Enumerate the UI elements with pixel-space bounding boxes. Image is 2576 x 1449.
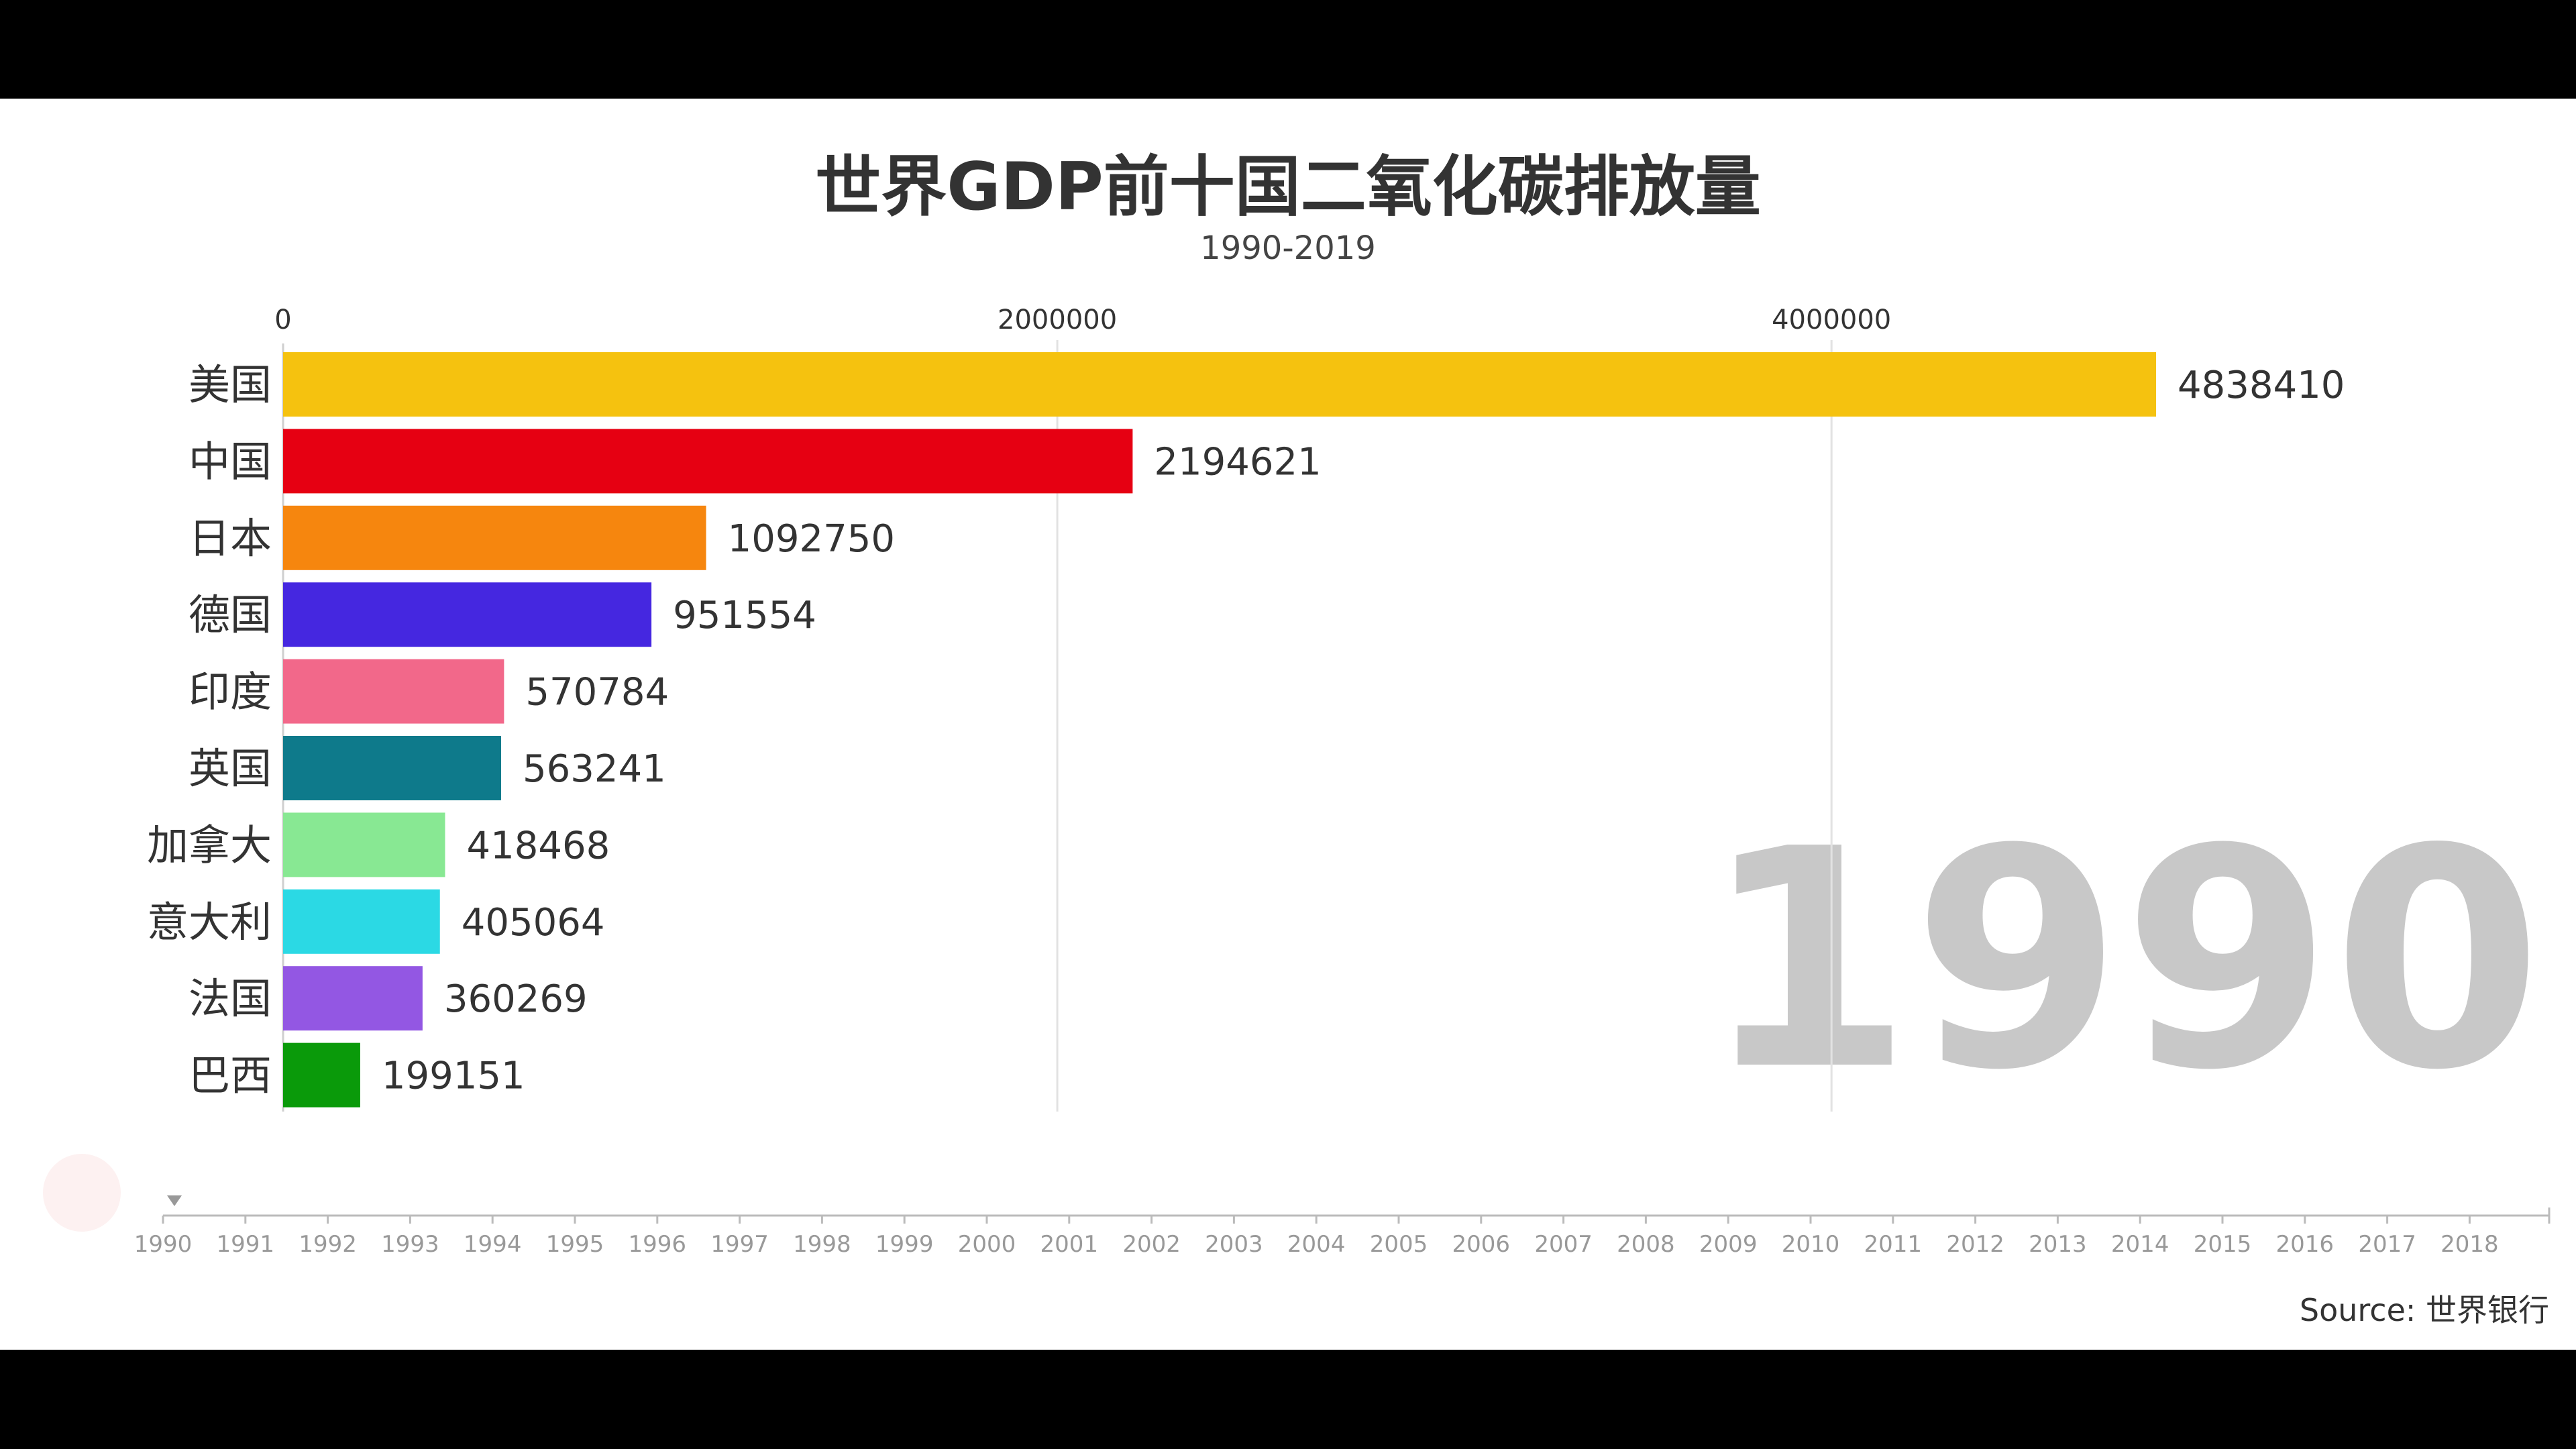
value-label: 2194621 [1154, 440, 1321, 484]
timeline-year-label[interactable]: 1996 [629, 1231, 687, 1258]
value-label: 570784 [525, 671, 669, 714]
timeline-pointer-icon[interactable] [167, 1195, 182, 1206]
value-label: 405064 [462, 901, 605, 945]
chart-frame: 世界GDP前十国二氧化碳排放量 1990-2019 1990 0 2000000 40… [0, 99, 2576, 1350]
category-label: 意大利 [147, 898, 272, 947]
timeline-year-label[interactable]: 2008 [1617, 1231, 1675, 1258]
bar [283, 505, 706, 570]
timeline-year-label[interactable]: 2005 [1370, 1231, 1428, 1258]
value-label: 199151 [382, 1055, 525, 1098]
timeline-year-label[interactable]: 1999 [875, 1231, 934, 1258]
value-label: 563241 [523, 747, 666, 791]
timeline-year-label[interactable]: 2001 [1040, 1231, 1099, 1258]
timeline-year-label[interactable]: 2018 [2440, 1231, 2499, 1258]
timeline-year-label[interactable]: 2014 [2111, 1231, 2169, 1258]
bar [283, 659, 504, 724]
category-label: 中国 [189, 437, 272, 486]
x-tick-label: 2000000 [998, 305, 1117, 335]
category-label: 美国 [189, 360, 272, 409]
timeline-year-label[interactable]: 1992 [299, 1231, 357, 1258]
bar [283, 429, 1133, 494]
source-label: Source: 世界银行 [2299, 1292, 2549, 1328]
timeline-year-label[interactable]: 2006 [1452, 1231, 1511, 1258]
category-label: 印度 [189, 667, 272, 716]
bar [283, 1042, 360, 1108]
category-label: 日本 [189, 514, 272, 563]
bar-chart: 1990 0 2000000 4000000 美国 4838410 中国 2194621 日本 1… [134, 305, 2551, 1258]
timeline-year-label[interactable]: 1990 [134, 1231, 193, 1258]
bar [283, 352, 2156, 417]
bar [283, 582, 652, 647]
category-label: 法国 [189, 974, 272, 1023]
timeline-year-label[interactable]: 2009 [1699, 1231, 1758, 1258]
play-button[interactable] [43, 1154, 121, 1232]
timeline-year-label[interactable]: 2016 [2276, 1231, 2334, 1258]
value-label: 1092750 [728, 517, 895, 561]
chart-subtitle: 1990-2019 [1200, 229, 1376, 267]
bar [283, 812, 445, 877]
value-label: 418468 [466, 824, 610, 867]
value-label: 4838410 [2178, 364, 2345, 407]
timeline-year-label[interactable]: 2017 [2358, 1231, 2416, 1258]
x-tick-label: 4000000 [1772, 305, 1891, 335]
x-tick-label: 0 [274, 305, 291, 335]
category-label: 巴西 [189, 1051, 272, 1100]
year-watermark: 1990 [1703, 785, 2542, 1136]
category-label: 英国 [189, 744, 272, 793]
timeline-year-label[interactable]: 1998 [793, 1231, 851, 1258]
category-label: 德国 [189, 590, 272, 639]
timeline-year-label[interactable]: 2007 [1534, 1231, 1593, 1258]
timeline-year-label[interactable]: 1994 [464, 1231, 522, 1258]
timeline-year-label[interactable]: 1997 [710, 1231, 769, 1258]
timeline-year-label[interactable]: 2013 [2029, 1231, 2087, 1258]
bar [283, 889, 440, 954]
timeline-year-label[interactable]: 1995 [546, 1231, 604, 1258]
timeline-year-label[interactable]: 1993 [381, 1231, 439, 1258]
timeline-year-label[interactable]: 2015 [2194, 1231, 2252, 1258]
value-label: 360269 [444, 977, 588, 1021]
timeline-year-label[interactable]: 2012 [1946, 1231, 2004, 1258]
timeline-year-label[interactable]: 2004 [1287, 1231, 1346, 1258]
chart-title: 世界GDP前十国二氧化碳排放量 [815, 149, 1761, 225]
category-label: 加拿大 [147, 820, 272, 869]
timeline-year-label[interactable]: 2002 [1122, 1231, 1181, 1258]
timeline-year-label[interactable]: 2003 [1205, 1231, 1263, 1258]
timeline-year-label[interactable]: 2010 [1782, 1231, 1840, 1258]
timeline-year-label[interactable]: 1991 [217, 1231, 275, 1258]
value-label: 951554 [673, 594, 816, 637]
timeline-year-label[interactable]: 2011 [1864, 1231, 1923, 1258]
bar [283, 966, 423, 1031]
bar [283, 736, 502, 800]
timeline-year-label[interactable]: 2000 [958, 1231, 1016, 1258]
